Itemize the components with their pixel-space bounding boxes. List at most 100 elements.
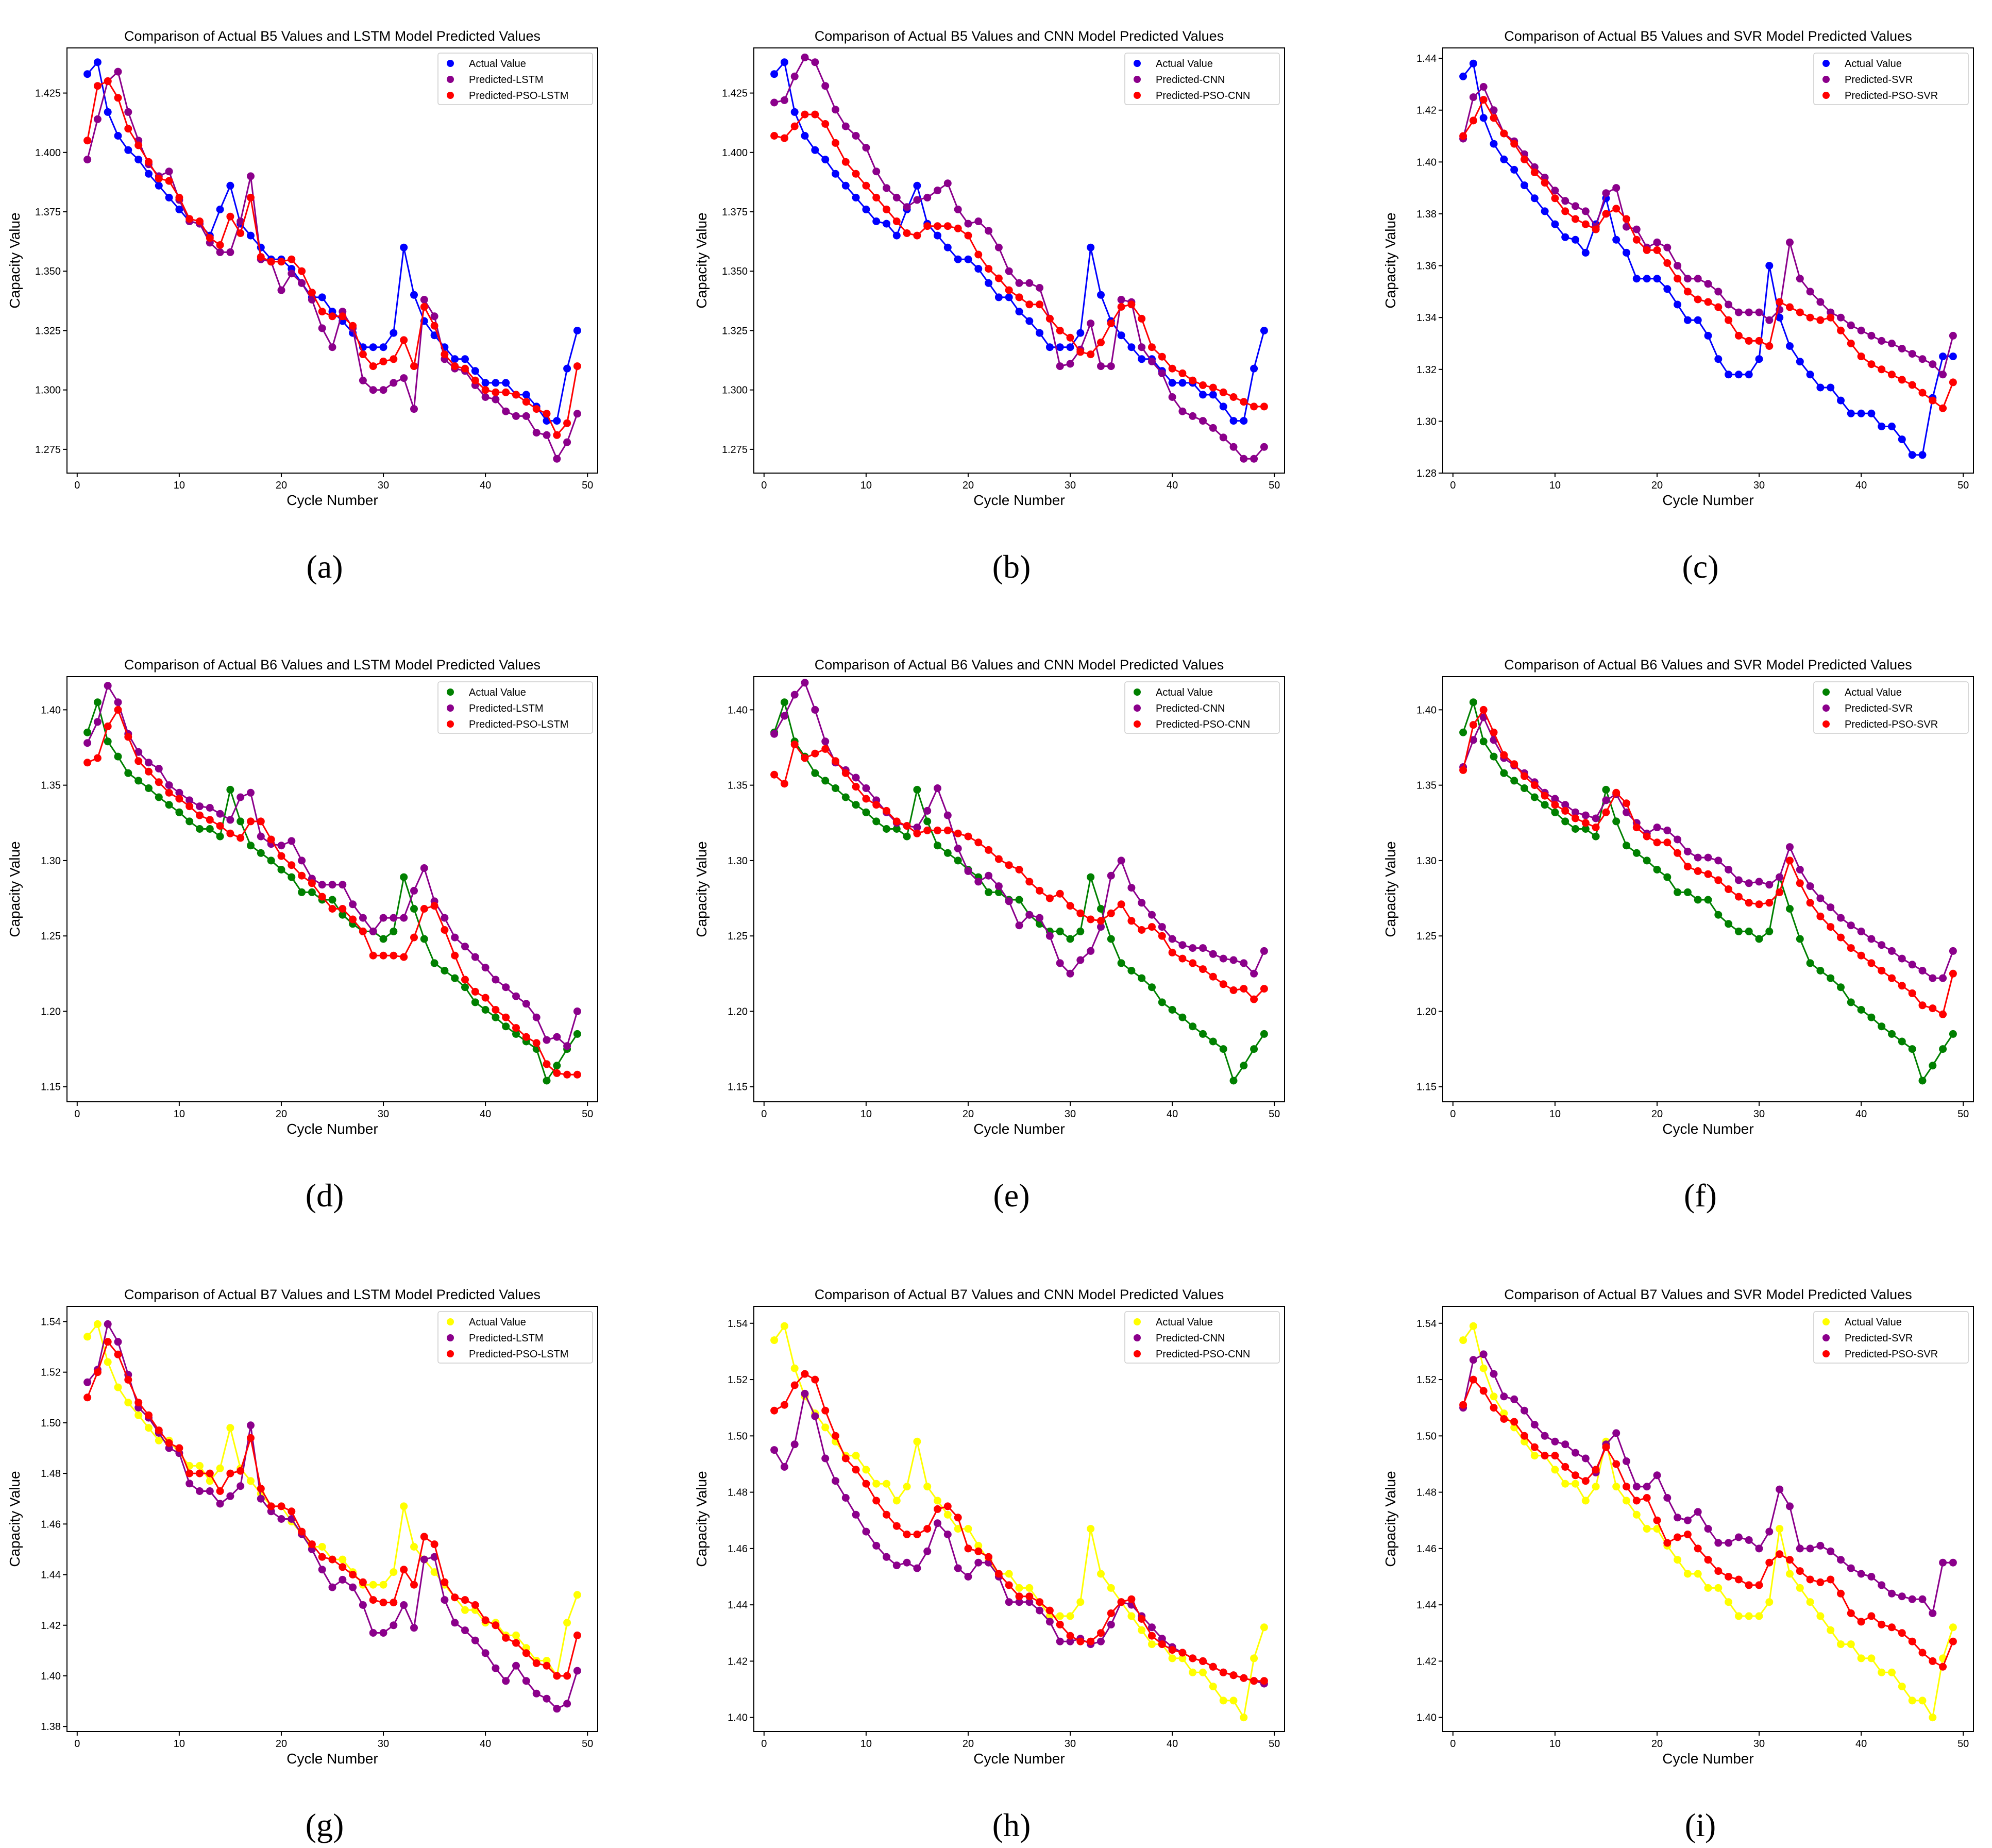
data-point	[1581, 1454, 1590, 1463]
legend-label: Predicted-PSO-CNN	[1156, 1349, 1250, 1360]
data-point	[1765, 262, 1774, 270]
data-point	[821, 82, 830, 90]
data-point	[185, 796, 194, 804]
plot-title: Comparison of Actual B5 Values and CNN M…	[815, 28, 1224, 44]
data-point	[451, 1593, 459, 1602]
data-point	[770, 1446, 779, 1454]
data-point	[1949, 352, 1957, 361]
data-point	[1097, 905, 1105, 913]
x-tick-label: 10	[860, 1738, 872, 1750]
y-tick-label: 1.275	[35, 444, 61, 456]
data-point	[1602, 808, 1610, 816]
data-point	[1674, 300, 1682, 309]
data-point	[1168, 935, 1176, 943]
data-point	[801, 754, 809, 762]
data-point	[1168, 1646, 1176, 1654]
data-point	[832, 1477, 839, 1485]
data-point	[913, 824, 921, 832]
data-point	[1178, 1013, 1187, 1021]
data-point	[811, 769, 819, 777]
data-point	[1857, 1570, 1865, 1578]
data-point	[512, 1661, 520, 1670]
data-point	[1663, 838, 1672, 847]
data-point	[1250, 1654, 1258, 1662]
data-point	[573, 1007, 581, 1015]
legend: Actual Value Predicted-LSTM Predicted-PSO-…	[437, 1311, 593, 1364]
data-point	[1755, 337, 1763, 345]
y-tick-label: 1.350	[722, 266, 748, 277]
data-point	[954, 1564, 962, 1572]
data-point	[1219, 980, 1227, 988]
x-tick-label: 0	[1450, 1108, 1456, 1120]
data-point	[1949, 947, 1957, 955]
data-point	[339, 1563, 347, 1571]
data-point	[1827, 383, 1835, 392]
data-point	[852, 783, 860, 791]
data-point	[308, 879, 316, 887]
y-tick-label: 1.25	[1416, 931, 1437, 942]
data-point	[994, 882, 1003, 891]
data-point	[155, 175, 163, 182]
data-point	[1683, 1531, 1692, 1538]
data-point	[1704, 896, 1712, 904]
data-point	[1541, 801, 1549, 809]
x-tick-label: 50	[1269, 1108, 1280, 1120]
x-tick-label: 50	[1269, 480, 1280, 491]
data-point	[1036, 1606, 1044, 1615]
data-point	[441, 926, 449, 934]
data-point	[1581, 1477, 1590, 1485]
data-point	[1459, 1401, 1467, 1409]
data-point	[1683, 316, 1692, 324]
data-point	[1796, 308, 1804, 316]
data-point	[801, 679, 809, 687]
data-point	[1602, 1443, 1610, 1451]
data-point	[1189, 376, 1197, 384]
data-point	[1541, 1432, 1549, 1440]
data-point	[1592, 814, 1600, 822]
data-point	[1755, 1612, 1763, 1620]
data-point	[543, 410, 551, 418]
y-tick-label: 1.30	[41, 855, 61, 867]
data-point	[563, 1700, 571, 1708]
data-point	[1076, 348, 1085, 356]
data-point	[1479, 1364, 1488, 1372]
data-point	[83, 1378, 92, 1386]
y-tick-label: 1.40	[1416, 704, 1437, 716]
data-point	[543, 1694, 551, 1703]
data-point	[1837, 313, 1845, 322]
data-point	[1138, 343, 1146, 351]
data-point	[1117, 296, 1125, 304]
data-point	[216, 205, 224, 213]
data-point	[1005, 1570, 1013, 1578]
data-point	[339, 312, 347, 321]
data-point	[1878, 1620, 1886, 1628]
data-point	[1260, 327, 1268, 334]
data-point	[471, 987, 479, 996]
x-tick-label: 30	[1065, 1108, 1076, 1120]
x-tick-label: 10	[860, 480, 872, 491]
data-point	[288, 837, 296, 845]
data-point	[801, 110, 809, 119]
data-point	[780, 96, 788, 104]
data-point	[770, 132, 779, 140]
data-point	[1581, 811, 1590, 819]
series-predicted-lstm	[83, 1320, 581, 1713]
x-tick-label: 20	[276, 480, 287, 491]
data-point	[1107, 1584, 1115, 1592]
data-point	[553, 1033, 561, 1041]
data-point	[563, 438, 571, 446]
data-point	[1036, 886, 1044, 895]
plot-area	[1442, 676, 1974, 1102]
subplot-c: Comparison of Actual B5 Values and SVR M…	[1382, 28, 1974, 585]
data-point	[1847, 409, 1855, 417]
data-point	[1857, 409, 1865, 417]
data-point	[821, 1423, 830, 1432]
data-point	[1107, 1620, 1115, 1628]
data-point	[790, 72, 799, 80]
data-point	[165, 167, 173, 176]
data-point	[1056, 959, 1064, 967]
data-point	[379, 951, 387, 960]
data-point	[985, 846, 993, 854]
data-point	[1653, 246, 1661, 254]
data-point	[770, 770, 779, 779]
